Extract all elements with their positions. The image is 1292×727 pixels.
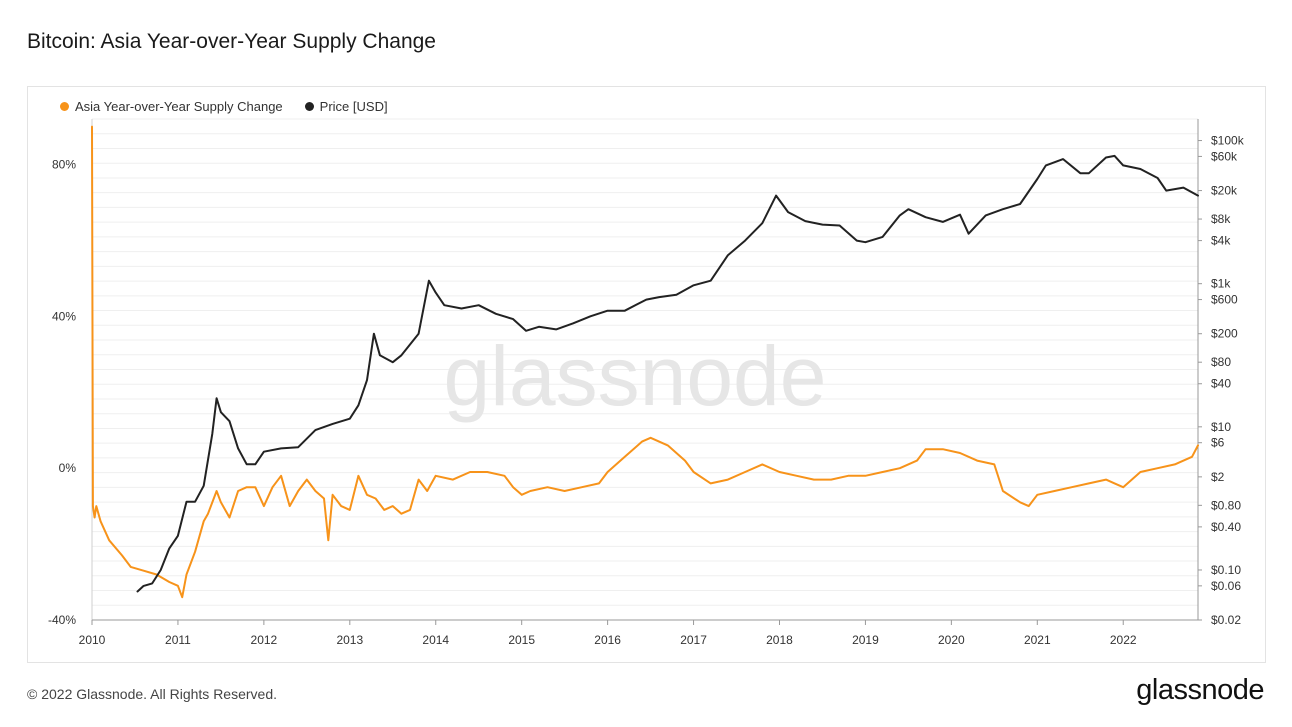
x-tick-label: 2016 [594, 633, 621, 647]
y-right-tick-label: $80 [1211, 355, 1231, 369]
x-tick-label: 2010 [79, 633, 106, 647]
series-line-supply-change [91, 125, 1199, 599]
legend-label-price: Price [USD] [319, 99, 388, 114]
y-right-tick-label: $1k [1211, 277, 1231, 291]
x-tick-label: 2022 [1110, 633, 1137, 647]
x-tick-label: 2011 [165, 633, 191, 647]
x-tick-label: 2018 [766, 633, 793, 647]
x-tick-label: 2020 [938, 633, 965, 647]
y-left-tick-label: 80% [52, 158, 76, 172]
y-right-tick-label: $8k [1211, 212, 1231, 226]
x-tick-label: 2012 [251, 633, 278, 647]
y-right-tick-label: $40 [1211, 377, 1231, 391]
y-right-tick-label: $600 [1211, 293, 1238, 307]
x-tick-label: 2013 [336, 633, 363, 647]
y-left-tick-label: -40% [48, 613, 76, 627]
x-tick-label: 2021 [1024, 633, 1051, 647]
y-right-tick-label: $6 [1211, 436, 1225, 450]
y-right-tick-label: $60k [1211, 149, 1238, 163]
x-tick-label: 2015 [508, 633, 535, 647]
x-tick-label: 2017 [680, 633, 707, 647]
y-right-tick-label: $0.80 [1211, 498, 1241, 512]
chart-plot[interactable]: glassnode 2010 2011 2012 2013 2014 2015 2016 201… [28, 87, 1265, 662]
glassnode-logo: glassnode [1136, 674, 1264, 706]
chart-card: Asia Year-over-Year Supply Change Price … [27, 86, 1266, 663]
y-right-tick-label: $0.02 [1211, 613, 1241, 627]
x-tick-label: 2014 [422, 633, 449, 647]
chart-legend: Asia Year-over-Year Supply Change Price … [60, 99, 388, 114]
legend-dot-price [304, 102, 314, 111]
y-right-tick-label: $200 [1211, 327, 1238, 341]
y-right-tick-label: $0.06 [1211, 579, 1241, 593]
legend-dot-supply-change [60, 102, 69, 111]
series-line-price [136, 154, 1199, 593]
y-right-tick-label: $0.40 [1211, 520, 1241, 534]
legend-item-supply-change[interactable]: Asia Year-over-Year Supply Change [60, 99, 283, 114]
footer-copyright: © 2022 Glassnode. All Rights Reserved. [27, 686, 278, 702]
y-right-tick-label: $0.10 [1211, 563, 1241, 577]
y-right-tick-label: $10 [1211, 420, 1231, 434]
legend-label-supply-change: Asia Year-over-Year Supply Change [75, 99, 283, 114]
y-right-tick-label: $100k [1211, 134, 1245, 148]
legend-item-price[interactable]: Price [USD] [304, 99, 388, 114]
y-left-tick-label: 40% [52, 309, 76, 323]
page-title: Bitcoin: Asia Year-over-Year Supply Chan… [27, 30, 436, 53]
y-right-tick-label: $4k [1211, 234, 1231, 248]
y-right-tick-label: $2 [1211, 470, 1225, 484]
x-tick-label: 2019 [852, 633, 879, 647]
y-left-tick-label: 0% [59, 461, 77, 475]
watermark-text: glassnode [444, 329, 827, 423]
y-right-tick-label: $20k [1211, 184, 1238, 198]
